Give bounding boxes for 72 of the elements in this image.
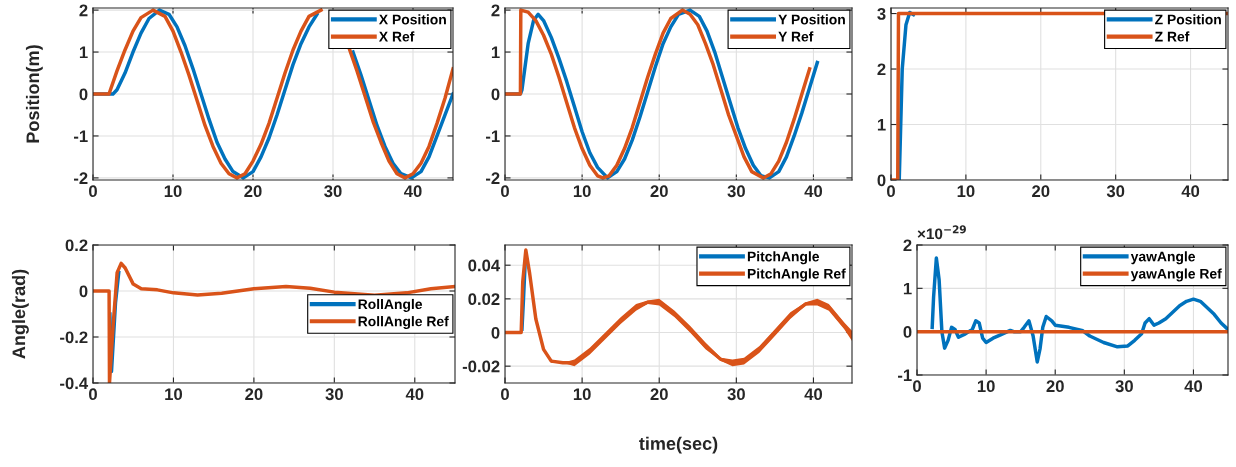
y-tick-label: 2 (79, 4, 88, 17)
x-tick-label: 40 (1181, 185, 1200, 198)
y-tick-label: 1 (491, 46, 500, 59)
legend-label: X Position (378, 14, 446, 25)
y-tick-label: 1 (79, 46, 88, 59)
y-tick-label: -1 (897, 369, 912, 382)
x-tick-label: 10 (573, 185, 591, 198)
y-tick-label: 2 (491, 4, 500, 17)
legend-label: PitchAngle Ref (747, 268, 846, 282)
y-axis-title: Position(m) (25, 45, 43, 143)
x-tick-label: 30 (325, 388, 343, 401)
x-tick-label: 0 (887, 185, 895, 198)
y-tick-label: 0.02 (468, 293, 500, 306)
legend-label: Z Position (1155, 14, 1221, 25)
y-tick-label: 2 (877, 63, 886, 76)
y-tick-label: -0.02 (462, 360, 500, 373)
x-tick-label: 40 (804, 388, 823, 401)
y-tick-label: 0 (877, 174, 886, 187)
x-tick-label: 10 (165, 388, 183, 401)
y-tick-label: -0.2 (60, 331, 88, 344)
y-tick-label: 0.2 (65, 239, 88, 252)
y-tick-label: 0 (491, 326, 500, 339)
x-tick-label: 10 (573, 388, 591, 401)
y-tick-label: 0 (79, 88, 88, 101)
y-tick-label: 0 (491, 88, 500, 101)
x-tick-label: 0 (501, 388, 509, 401)
x-axis-title: time(sec) (639, 436, 718, 454)
y-tick-label: 0 (903, 326, 912, 338)
y-tick-label: -1 (485, 130, 500, 142)
legend-label: RollAngle Ref (358, 316, 449, 330)
x-tick-label: 0 (89, 185, 97, 198)
x-tick-label: 0 (89, 388, 97, 401)
x-tick-label: 30 (727, 185, 745, 198)
y-tick-label: -0.4 (60, 377, 89, 390)
y-tick-label: 0.04 (468, 259, 501, 272)
x-tick-label: 0 (913, 380, 921, 393)
text: ×10$^{−29}$ (917, 225, 966, 240)
x-tick-label: 20 (1046, 380, 1064, 393)
x-tick-label: 30 (1106, 185, 1125, 198)
y-tick-label: 1 (877, 119, 886, 131)
x-tick-label: 40 (405, 388, 424, 401)
y-tick-label: -2 (73, 172, 88, 184)
y-tick-label: -2 (485, 172, 500, 184)
x-tick-label: 20 (650, 388, 668, 401)
y-tick-label: 0 (79, 285, 88, 298)
x-tick-label: 20 (650, 185, 668, 198)
y-tick-label: 3 (877, 7, 886, 20)
legend-label: Y Position (778, 14, 845, 25)
x-tick-label: 40 (1184, 380, 1203, 393)
legend-label: yawAngle (1130, 251, 1196, 265)
legend-label: Z Ref (1155, 31, 1190, 42)
y-tick-label: -1 (73, 130, 88, 142)
x-tick-label: 10 (957, 185, 975, 198)
x-tick-label: 20 (245, 388, 263, 401)
legend-label: X Ref (378, 31, 415, 42)
y-tick-label: 2 (903, 239, 912, 252)
x-tick-label: 0 (501, 185, 509, 198)
x-tick-label: 30 (1115, 380, 1133, 393)
x-tick-label: 20 (244, 185, 262, 198)
legend-label: Y Ref (778, 31, 814, 42)
y-tick-label: 1 (903, 282, 912, 295)
legend-label: yawAngle Ref (1130, 268, 1222, 282)
x-tick-label: 30 (324, 185, 342, 198)
x-tick-label: 40 (804, 185, 823, 198)
legend-label: PitchAngle (747, 251, 820, 265)
x-tick-label: 20 (1032, 185, 1050, 198)
legend-label: RollAngle (358, 298, 423, 312)
x-tick-label: 10 (977, 380, 995, 393)
x-tick-label: 40 (403, 185, 422, 198)
y-axis-title: Angle(rad) (11, 269, 29, 359)
x-tick-label: 30 (727, 388, 745, 401)
x-tick-label: 10 (164, 185, 182, 198)
